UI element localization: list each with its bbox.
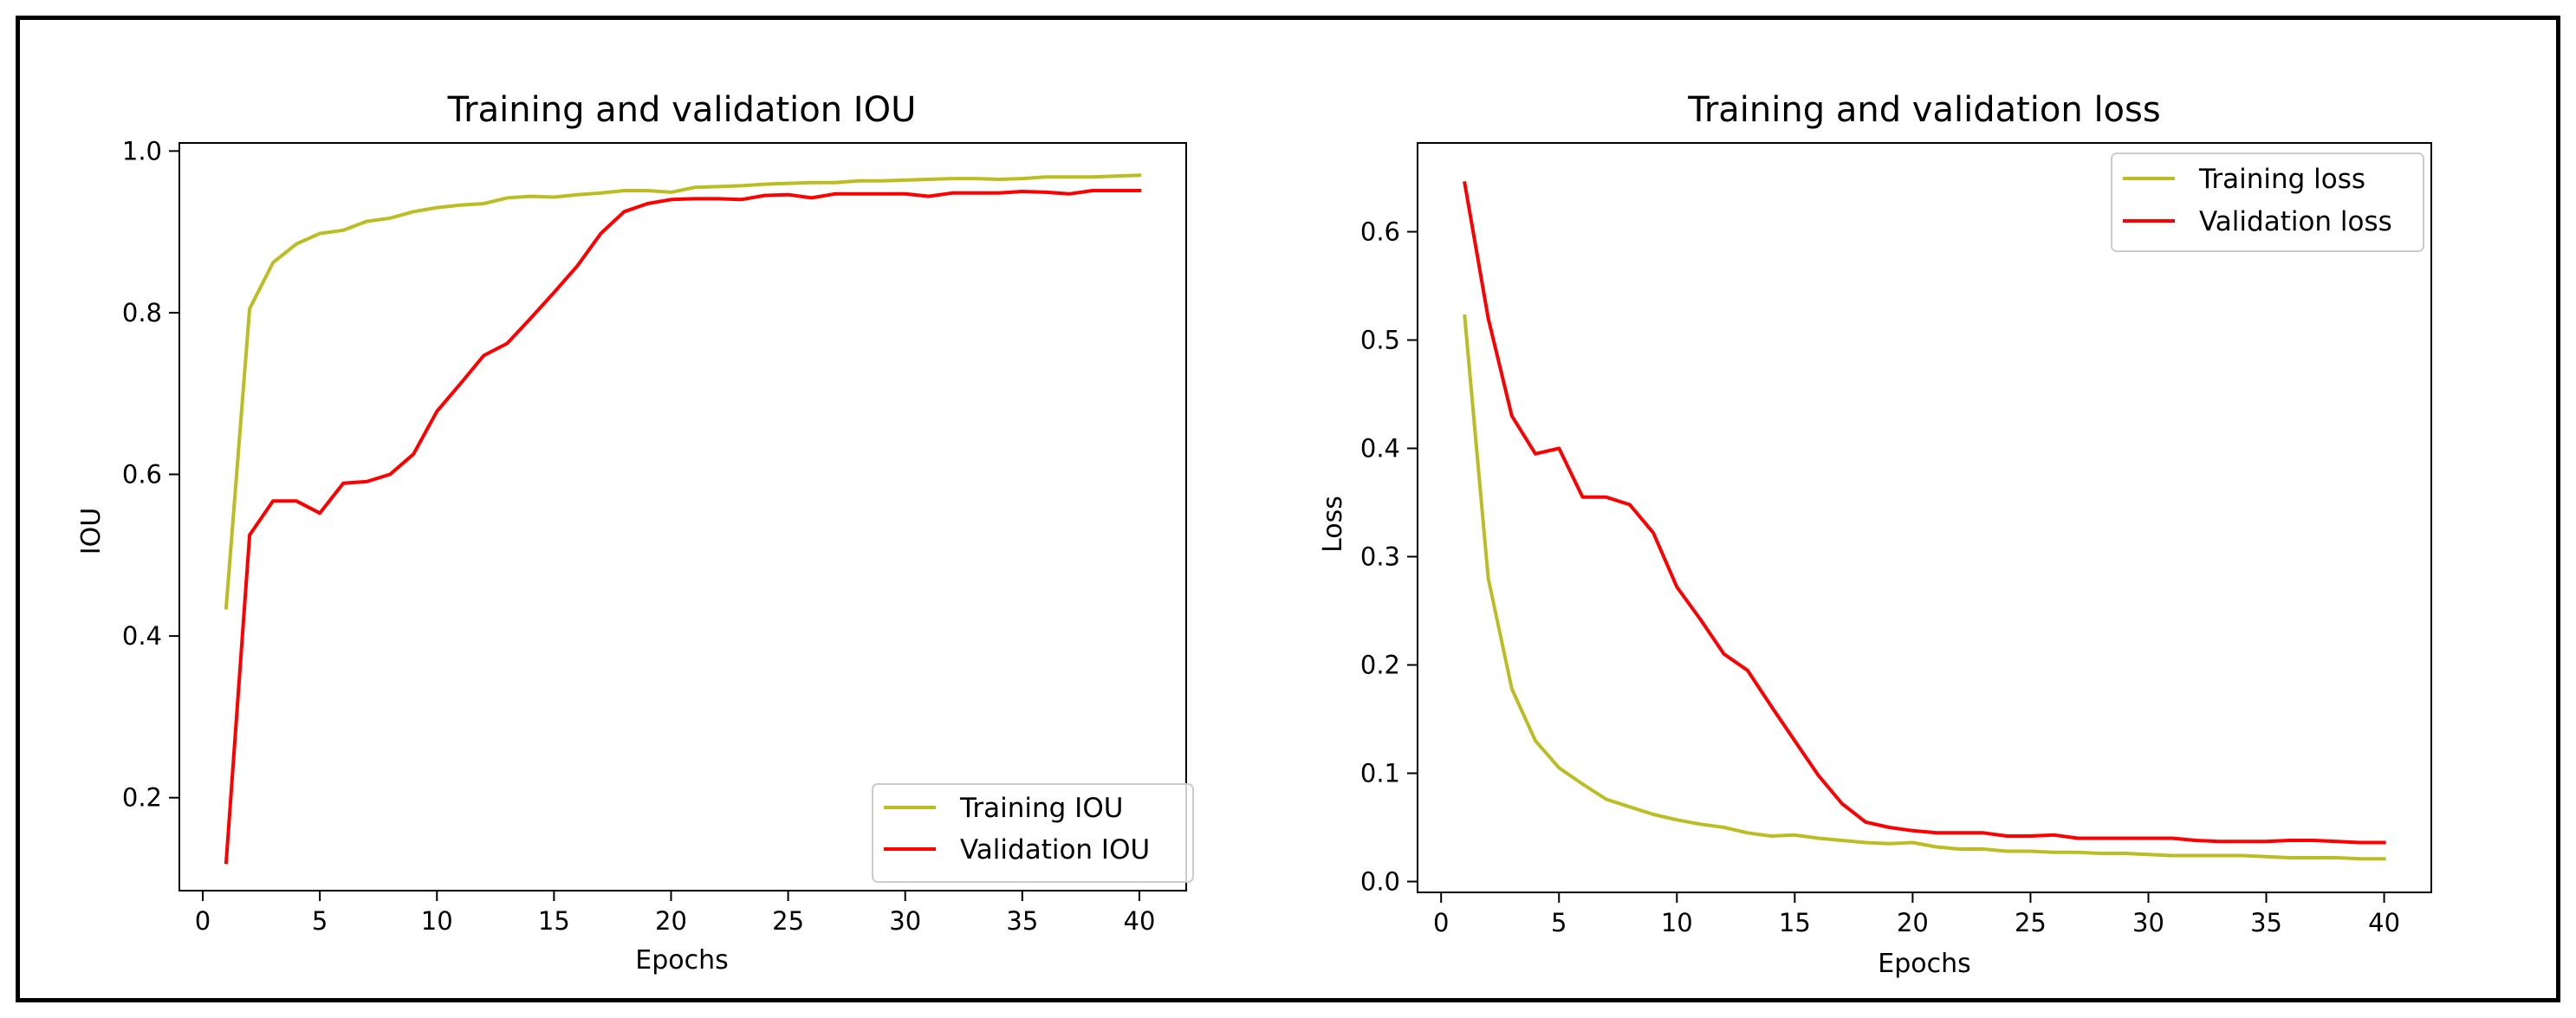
- loss-x-tick-label: 0: [1433, 908, 1449, 937]
- loss-series-training-line: [1463, 314, 2386, 861]
- loss-legend-box: [2111, 152, 2424, 252]
- loss-y-tick-label: 0.4: [1360, 434, 1400, 464]
- loss-axes-frame: [1417, 142, 2432, 893]
- loss-series-validation-line: [1463, 180, 2386, 845]
- iou-y-axis-label: IOU: [76, 508, 107, 554]
- iou-axes-frame: [178, 142, 1187, 892]
- loss-y-tick-label: 0.2: [1360, 651, 1400, 680]
- loss-y-tick-label: 0.5: [1360, 326, 1400, 355]
- loss-y-tick-label: 0.0: [1360, 867, 1400, 897]
- loss-x-tick-label: 40: [2368, 908, 2400, 937]
- iou-x-tick-label: 20: [655, 906, 687, 936]
- loss-legend-label-training: Training loss: [2198, 164, 2365, 195]
- loss-x-tick-label: 25: [2015, 908, 2047, 937]
- loss-y-axis-label: Loss: [1318, 496, 1348, 553]
- iou-x-axis-label: Epochs: [635, 945, 729, 976]
- iou-x-tick-label: 5: [312, 906, 328, 936]
- iou-series-validation-line: [224, 189, 1141, 865]
- loss-x-axis-label: Epochs: [1878, 949, 1971, 979]
- iou-chart-title: Training and validation IOU: [447, 90, 917, 130]
- loss-plot-area: 0 5 10 15 20 25 30 35 40 0.0 0.1 0.2 0.3 0.4 0.5 0.6: [1360, 142, 2432, 937]
- loss-x-tick-label: 20: [1897, 908, 1929, 937]
- iou-x-tick-label: 25: [772, 906, 804, 936]
- loss-x-tick-label: 5: [1551, 908, 1567, 937]
- loss-x-tick-label: 15: [1779, 908, 1811, 937]
- loss-y-tick-label: 0.3: [1360, 542, 1400, 572]
- iou-y-tick-label: 0.6: [122, 460, 162, 490]
- iou-legend-label-training: Training IOU: [959, 793, 1123, 824]
- loss-x-tick-label: 10: [1661, 908, 1693, 937]
- loss-chart-title: Training and validation loss: [1687, 90, 2160, 130]
- iou-x-tick-label: 35: [1006, 906, 1038, 936]
- iou-series-training-line: [224, 173, 1142, 610]
- loss-y-tick-label: 0.1: [1360, 759, 1400, 788]
- iou-x-tick-label: 15: [538, 906, 570, 936]
- loss-x-tick-label: 30: [2132, 908, 2164, 937]
- iou-y-tick-label: 0.2: [122, 783, 162, 813]
- loss-legend-label-validation: Validation loss: [2199, 206, 2392, 237]
- loss-chart: Training and validation loss 0 5 10 15 20 25 3…: [1318, 90, 2432, 979]
- iou-y-tick-label: 0.4: [122, 621, 162, 651]
- iou-y-tick-label: 0.8: [122, 298, 162, 327]
- iou-legend-label-validation: Validation IOU: [960, 834, 1150, 866]
- iou-x-tick-label: 0: [195, 906, 211, 936]
- loss-legend: Training loss Validation loss: [2111, 152, 2424, 252]
- iou-x-tick-label: 30: [889, 906, 921, 936]
- loss-x-tick-label: 35: [2250, 908, 2282, 937]
- iou-x-tick-label: 40: [1124, 906, 1156, 936]
- iou-y-tick-label: 1.0: [122, 136, 162, 165]
- iou-x-tick-label: 10: [421, 906, 453, 936]
- iou-legend: Training IOU Validation IOU: [872, 783, 1194, 883]
- iou-legend-box: [872, 783, 1194, 883]
- loss-y-tick-label: 0.6: [1360, 217, 1400, 247]
- iou-plot-area: 0 5 10 15 20 25 30 35 40 0.2 0.4 0.6 0.8 1.0: [122, 136, 1187, 936]
- iou-chart: Training and validation IOU 0 5 10 15 20 25 30…: [76, 90, 1194, 976]
